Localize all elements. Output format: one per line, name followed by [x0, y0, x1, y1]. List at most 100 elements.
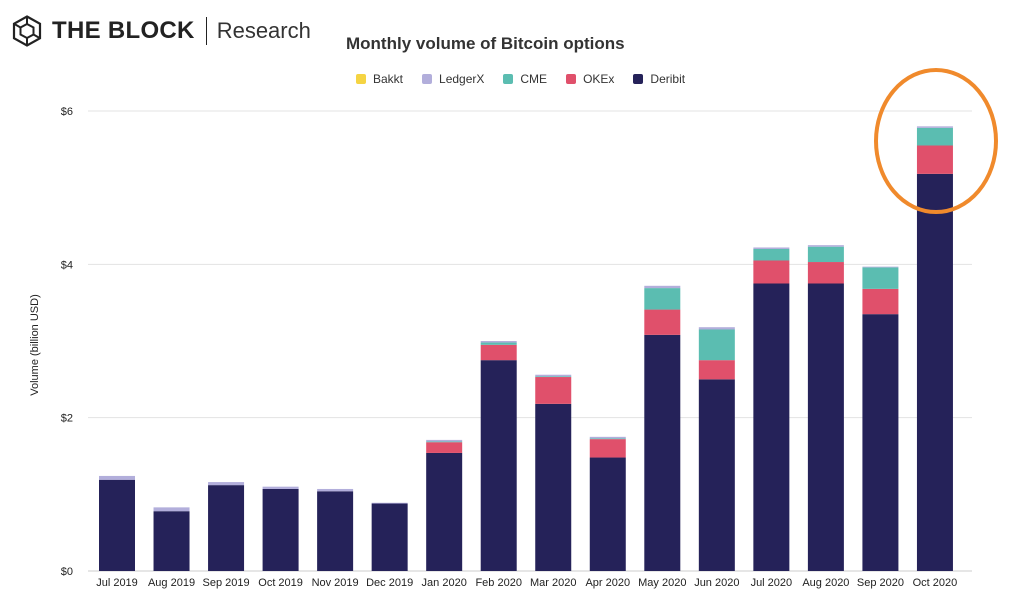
x-tick-label: Nov 2019	[312, 577, 359, 589]
bar-segment-deribit	[644, 334, 681, 571]
bar-segment-ledgerx	[153, 507, 190, 512]
bar-segment-okex	[644, 309, 681, 335]
legend-item-bakkt[interactable]: Bakkt	[356, 72, 403, 86]
legend-label: CME	[520, 72, 548, 86]
bar-segment-okex	[480, 344, 517, 361]
bar-segment-cme	[916, 127, 953, 146]
x-tick-label: Jul 2019	[96, 577, 138, 589]
cube-logo-icon	[12, 15, 42, 47]
bar-segment-ledgerx	[99, 475, 135, 480]
brand-name: THE BLOCK	[52, 17, 195, 44]
brand-logo: THE BLOCK Research	[12, 14, 311, 48]
bar-segment-deribit	[535, 403, 572, 571]
bars	[99, 126, 953, 571]
highlight-ellipse	[874, 68, 998, 214]
bar-segment-ledgerx	[644, 285, 681, 289]
x-axis-ticks: Jul 2019 Aug 2019 Sep 2019 Oct 2019 Nov 2019…	[96, 577, 957, 589]
x-tick-label: Sep 2019	[203, 577, 250, 589]
x-tick-label: Oct 2020	[913, 577, 958, 589]
bar-segment-cme	[535, 376, 572, 378]
bar-segment-ledgerx	[862, 266, 899, 268]
legend-label: Bakkt	[373, 72, 404, 86]
legend-label: LedgerX	[439, 72, 485, 86]
legend-item-cme[interactable]: CME	[503, 72, 547, 86]
bar-segment-ledgerx	[807, 245, 844, 247]
x-tick-label: Oct 2019	[258, 577, 303, 589]
bar-segment-ledgerx	[589, 436, 626, 439]
bar-segment-okex	[589, 439, 626, 458]
bar-segment-okex	[807, 262, 844, 284]
brand-divider	[205, 17, 207, 45]
legend-item-deribit[interactable]: Deribit	[633, 72, 685, 86]
legend-swatch	[633, 74, 644, 84]
y-tick-label: $0	[61, 566, 73, 578]
x-tick-label: Sep 2020	[857, 577, 904, 589]
bar-segment-ledgerx	[535, 374, 572, 377]
bar-segment-ledgerx	[698, 327, 735, 330]
bar-segment-ledgerx	[262, 486, 299, 489]
bar-segment-deribit	[753, 283, 790, 571]
legend-swatch	[503, 74, 514, 84]
x-tick-label: Dec 2019	[366, 577, 413, 589]
legend-swatch	[356, 74, 366, 84]
bar-segment-ledgerx	[426, 439, 463, 442]
bar-segment-deribit	[153, 511, 190, 571]
bar-segment-ledgerx	[208, 482, 245, 486]
bar-segment-deribit	[807, 283, 844, 571]
bar-segment-cme	[480, 342, 517, 345]
y-tick-label: $6	[61, 106, 73, 118]
bar-segment-deribit	[862, 314, 899, 571]
y-axis-label: Volume (billion USD)	[29, 294, 41, 395]
chart-title: Monthly volume of Bitcoin options	[346, 34, 625, 53]
bar-segment-deribit	[916, 173, 953, 571]
bar-segment-deribit	[426, 452, 463, 571]
bar-segment-okex	[862, 288, 899, 315]
bar-segment-ledgerx	[371, 502, 408, 504]
x-tick-label: Mar 2020	[530, 577, 576, 589]
bar-segment-okex	[426, 442, 463, 453]
chart-legend: Bakkt LedgerX CME OKEx Deribit	[356, 72, 704, 86]
x-tick-label: May 2020	[638, 577, 686, 589]
bar-segment-okex	[535, 377, 572, 404]
bar-segment-cme	[807, 246, 844, 263]
bar-segment-deribit	[317, 491, 354, 571]
bar-segment-deribit	[208, 485, 245, 571]
bar-segment-deribit	[262, 488, 299, 571]
bar-segment-deribit	[698, 379, 735, 571]
bar-segment-deribit	[589, 457, 626, 571]
legend-label: Deribit	[650, 72, 686, 86]
bar-segment-cme	[862, 267, 899, 289]
legend-item-okex[interactable]: OKEx	[566, 72, 614, 86]
bar-segment-ledgerx	[480, 341, 517, 343]
x-tick-label: Aug 2020	[802, 577, 849, 589]
x-tick-label: Jun 2020	[694, 577, 739, 589]
brand-subtitle: Research	[216, 18, 311, 43]
y-tick-label: $4	[61, 259, 73, 271]
y-axis-ticks: $0 $2 $4 $6	[61, 106, 73, 578]
bar-segment-cme	[644, 288, 681, 310]
bar-segment-ledgerx	[753, 247, 790, 249]
bar-segment-okex	[916, 145, 953, 174]
legend-item-ledgerx[interactable]: LedgerX	[422, 72, 484, 86]
x-tick-label: Jan 2020	[422, 577, 467, 589]
bar-segment-cme	[753, 249, 790, 261]
legend-swatch	[422, 74, 433, 84]
bar-segment-ledgerx	[916, 126, 953, 128]
bar-segment-deribit	[99, 479, 135, 571]
x-tick-label: Aug 2019	[148, 577, 195, 589]
x-tick-label: Jul 2020	[751, 577, 793, 589]
bar-segment-okex	[698, 360, 735, 380]
bar-segment-okex	[753, 260, 790, 284]
bar-segment-deribit	[480, 360, 517, 571]
bar-segment-ledgerx	[317, 488, 354, 492]
y-tick-label: $2	[61, 413, 73, 425]
bar-segment-cme	[698, 329, 735, 361]
legend-label: OKEx	[583, 72, 615, 86]
legend-swatch	[566, 74, 577, 84]
bar-segment-cme	[589, 438, 626, 440]
bar-segment-cme	[426, 441, 463, 443]
bar-segment-deribit	[371, 503, 408, 571]
x-tick-label: Apr 2020	[585, 577, 630, 589]
x-tick-label: Feb 2020	[475, 577, 521, 589]
